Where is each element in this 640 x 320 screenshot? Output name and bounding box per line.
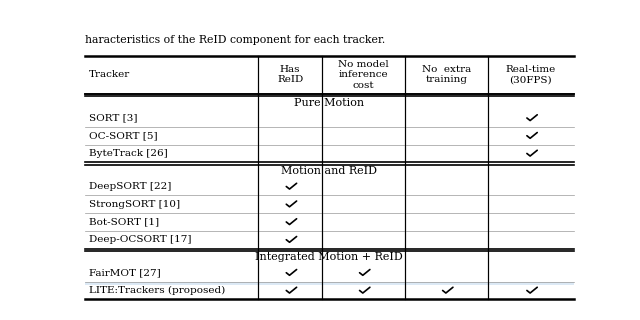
Text: Pure Motion: Pure Motion: [294, 98, 364, 108]
Text: Tracker: Tracker: [89, 70, 130, 79]
Text: OC-SORT [5]: OC-SORT [5]: [89, 131, 157, 140]
Text: Motion and ReID: Motion and ReID: [281, 166, 377, 176]
Text: No  extra
training: No extra training: [422, 65, 471, 84]
Bar: [85, 282, 573, 299]
Text: SORT [3]: SORT [3]: [89, 114, 138, 123]
Text: LITE:Trackers (proposed): LITE:Trackers (proposed): [89, 286, 225, 295]
Text: ByteTrack [26]: ByteTrack [26]: [89, 149, 168, 158]
Text: No model
inference
cost: No model inference cost: [338, 60, 389, 90]
Text: Bot-SORT [1]: Bot-SORT [1]: [89, 218, 159, 227]
Text: DeepSORT [22]: DeepSORT [22]: [89, 182, 172, 191]
Text: Has
ReID: Has ReID: [277, 65, 303, 84]
Text: haracteristics of the ReID component for each tracker.: haracteristics of the ReID component for…: [85, 35, 385, 44]
Text: StrongSORT [10]: StrongSORT [10]: [89, 200, 180, 209]
Text: Deep-OCSORT [17]: Deep-OCSORT [17]: [89, 235, 191, 244]
Text: Real-time
(30FPS): Real-time (30FPS): [506, 65, 556, 84]
Text: FairMOT [27]: FairMOT [27]: [89, 268, 161, 277]
Text: Integrated Motion + ReID: Integrated Motion + ReID: [255, 252, 403, 262]
